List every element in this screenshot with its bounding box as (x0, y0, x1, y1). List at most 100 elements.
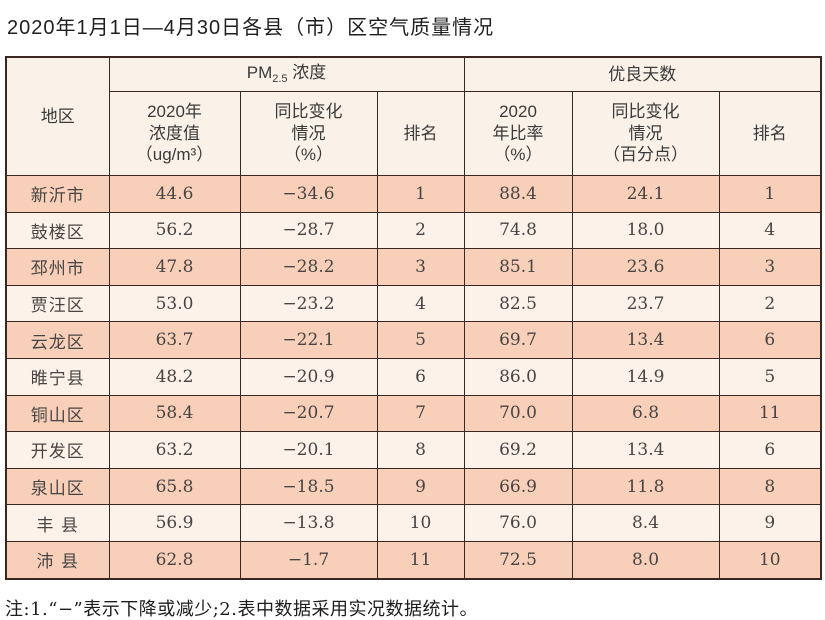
table-row: 新沂市 44.6 −34.6 1 88.4 24.1 1 (5, 175, 822, 213)
table-row: 贾汪区 53.0 −23.2 4 82.5 23.7 2 (5, 284, 822, 323)
good-change-cell: 11.8 (571, 467, 720, 506)
good-rank-cell: 9 (718, 504, 822, 542)
table-row: 铜山区 58.4 −20.7 7 70.0 6.8 11 (5, 394, 822, 433)
good-rate-cell: 72.5 (463, 540, 573, 580)
pm-change-cell: −22.1 (239, 321, 378, 359)
pm-change-cell: −18.5 (239, 467, 378, 506)
table-row: 泉山区 65.8 −18.5 9 66.9 11.8 8 (5, 467, 822, 506)
pm25-prefix: PM (246, 63, 273, 83)
good-change-cell: 8.4 (571, 504, 720, 542)
col-header-good-rank: 排名 (718, 91, 822, 176)
table-row: 云龙区 63.7 −22.1 5 69.7 13.4 6 (5, 321, 822, 359)
good-rank-cell: 5 (718, 357, 822, 396)
footnote: 注:1.“−”表示下降或减少;2.表中数据采用实况数据统计。 (5, 598, 478, 620)
col-header-good-rate: 2020 年比率 （%） (463, 91, 573, 176)
col-header-pm-rank: 排名 (376, 91, 465, 176)
pm-rank-cell: 6 (376, 357, 465, 396)
good-change-cell: 14.9 (571, 357, 720, 396)
good-rank-cell: 8 (718, 467, 822, 506)
pm-value-cell: 56.2 (108, 211, 241, 250)
col-header-pm-value: 2020年 浓度值 （ug/m³） (108, 91, 241, 176)
region-cell: 铜山区 (5, 394, 110, 433)
table-header: 地区 PM2.5 浓度 优良天数 2020年 浓度值 （ug/m³） 同比变化 … (5, 56, 822, 176)
good-rate-cell: 85.1 (463, 248, 573, 286)
pm-value-cell: 56.9 (108, 504, 241, 542)
pm-change-cell: −20.9 (239, 357, 378, 396)
pm-change-cell: −20.1 (239, 431, 378, 469)
pm-rank-cell: 2 (376, 211, 465, 250)
region-cell: 云龙区 (5, 321, 110, 359)
pm25-suffix: 浓度 (287, 63, 327, 83)
region-cell: 丰 县 (5, 504, 110, 542)
good-rank-cell: 1 (718, 175, 822, 213)
pm-rank-cell: 3 (376, 248, 465, 286)
pm-change-cell: −23.2 (239, 284, 378, 323)
table-row: 鼓楼区 56.2 −28.7 2 74.8 18.0 4 (5, 211, 822, 250)
good-rank-cell: 6 (718, 431, 822, 469)
good-rate-cell: 69.7 (463, 321, 573, 359)
table-body: 新沂市 44.6 −34.6 1 88.4 24.1 1 鼓楼区 56.2 −2… (5, 175, 822, 580)
good-rank-cell: 10 (718, 540, 822, 580)
good-change-cell: 6.8 (571, 394, 720, 433)
pm-value-cell: 48.2 (108, 357, 241, 396)
table-row: 沛 县 62.8 −1.7 11 72.5 8.0 10 (5, 540, 822, 580)
good-rate-cell: 86.0 (463, 357, 573, 396)
pm-change-cell: −28.2 (239, 248, 378, 286)
good-rank-cell: 4 (718, 211, 822, 250)
good-rate-cell: 70.0 (463, 394, 573, 433)
col-group-pm25: PM2.5 浓度 (108, 56, 465, 92)
good-change-cell: 24.1 (571, 175, 720, 213)
pm-rank-cell: 4 (376, 284, 465, 323)
pm-value-cell: 58.4 (108, 394, 241, 433)
good-rate-cell: 76.0 (463, 504, 573, 542)
col-header-good-change: 同比变化 情况 （百分点） (571, 91, 720, 176)
pm-rank-cell: 9 (376, 467, 465, 506)
good-rate-cell: 82.5 (463, 284, 573, 323)
pm-value-cell: 65.8 (108, 467, 241, 506)
good-change-cell: 18.0 (571, 211, 720, 250)
region-cell: 新沂市 (5, 175, 110, 213)
good-rate-cell: 74.8 (463, 211, 573, 250)
col-group-good-days: 优良天数 (463, 56, 822, 92)
region-cell: 开发区 (5, 431, 110, 469)
pm-change-cell: −34.6 (239, 175, 378, 213)
pm-value-cell: 44.6 (108, 175, 241, 213)
good-rate-cell: 69.2 (463, 431, 573, 469)
pm-rank-cell: 7 (376, 394, 465, 433)
good-rank-cell: 2 (718, 284, 822, 323)
header-group-row: 地区 PM2.5 浓度 优良天数 (5, 56, 822, 176)
pm25-subscript: 2.5 (272, 73, 288, 86)
good-change-cell: 13.4 (571, 431, 720, 469)
pm-change-cell: −28.7 (239, 211, 378, 250)
pm-rank-cell: 5 (376, 321, 465, 359)
good-change-cell: 13.4 (571, 321, 720, 359)
good-rate-cell: 66.9 (463, 467, 573, 506)
region-cell: 贾汪区 (5, 284, 110, 323)
page-title: 2020年1月1日—4月30日各县（市）区空气质量情况 (7, 17, 495, 39)
region-cell: 睢宁县 (5, 357, 110, 396)
good-rate-cell: 88.4 (463, 175, 573, 213)
pm-value-cell: 47.8 (108, 248, 241, 286)
table-row: 开发区 63.2 −20.1 8 69.2 13.4 6 (5, 431, 822, 469)
good-change-cell: 23.7 (571, 284, 720, 323)
pm-change-cell: −20.7 (239, 394, 378, 433)
pm-value-cell: 63.2 (108, 431, 241, 469)
pm-change-cell: −1.7 (239, 540, 378, 580)
good-rank-cell: 6 (718, 321, 822, 359)
good-change-cell: 8.0 (571, 540, 720, 580)
table-row: 睢宁县 48.2 −20.9 6 86.0 14.9 5 (5, 357, 822, 396)
pm-rank-cell: 11 (376, 540, 465, 580)
region-cell: 鼓楼区 (5, 211, 110, 250)
good-change-cell: 23.6 (571, 248, 720, 286)
pm-rank-cell: 8 (376, 431, 465, 469)
good-rank-cell: 3 (718, 248, 822, 286)
col-header-pm-change: 同比变化 情况 （%） (239, 91, 378, 176)
air-quality-table: 地区 PM2.5 浓度 优良天数 2020年 浓度值 （ug/m³） 同比变化 … (5, 56, 823, 580)
pm-change-cell: −13.8 (239, 504, 378, 542)
good-rank-cell: 11 (718, 394, 822, 433)
table-row: 丰 县 56.9 −13.8 10 76.0 8.4 9 (5, 504, 822, 542)
table-row: 邳州市 47.8 −28.2 3 85.1 23.6 3 (5, 248, 822, 286)
pm-value-cell: 63.7 (108, 321, 241, 359)
pm-value-cell: 62.8 (108, 540, 241, 580)
